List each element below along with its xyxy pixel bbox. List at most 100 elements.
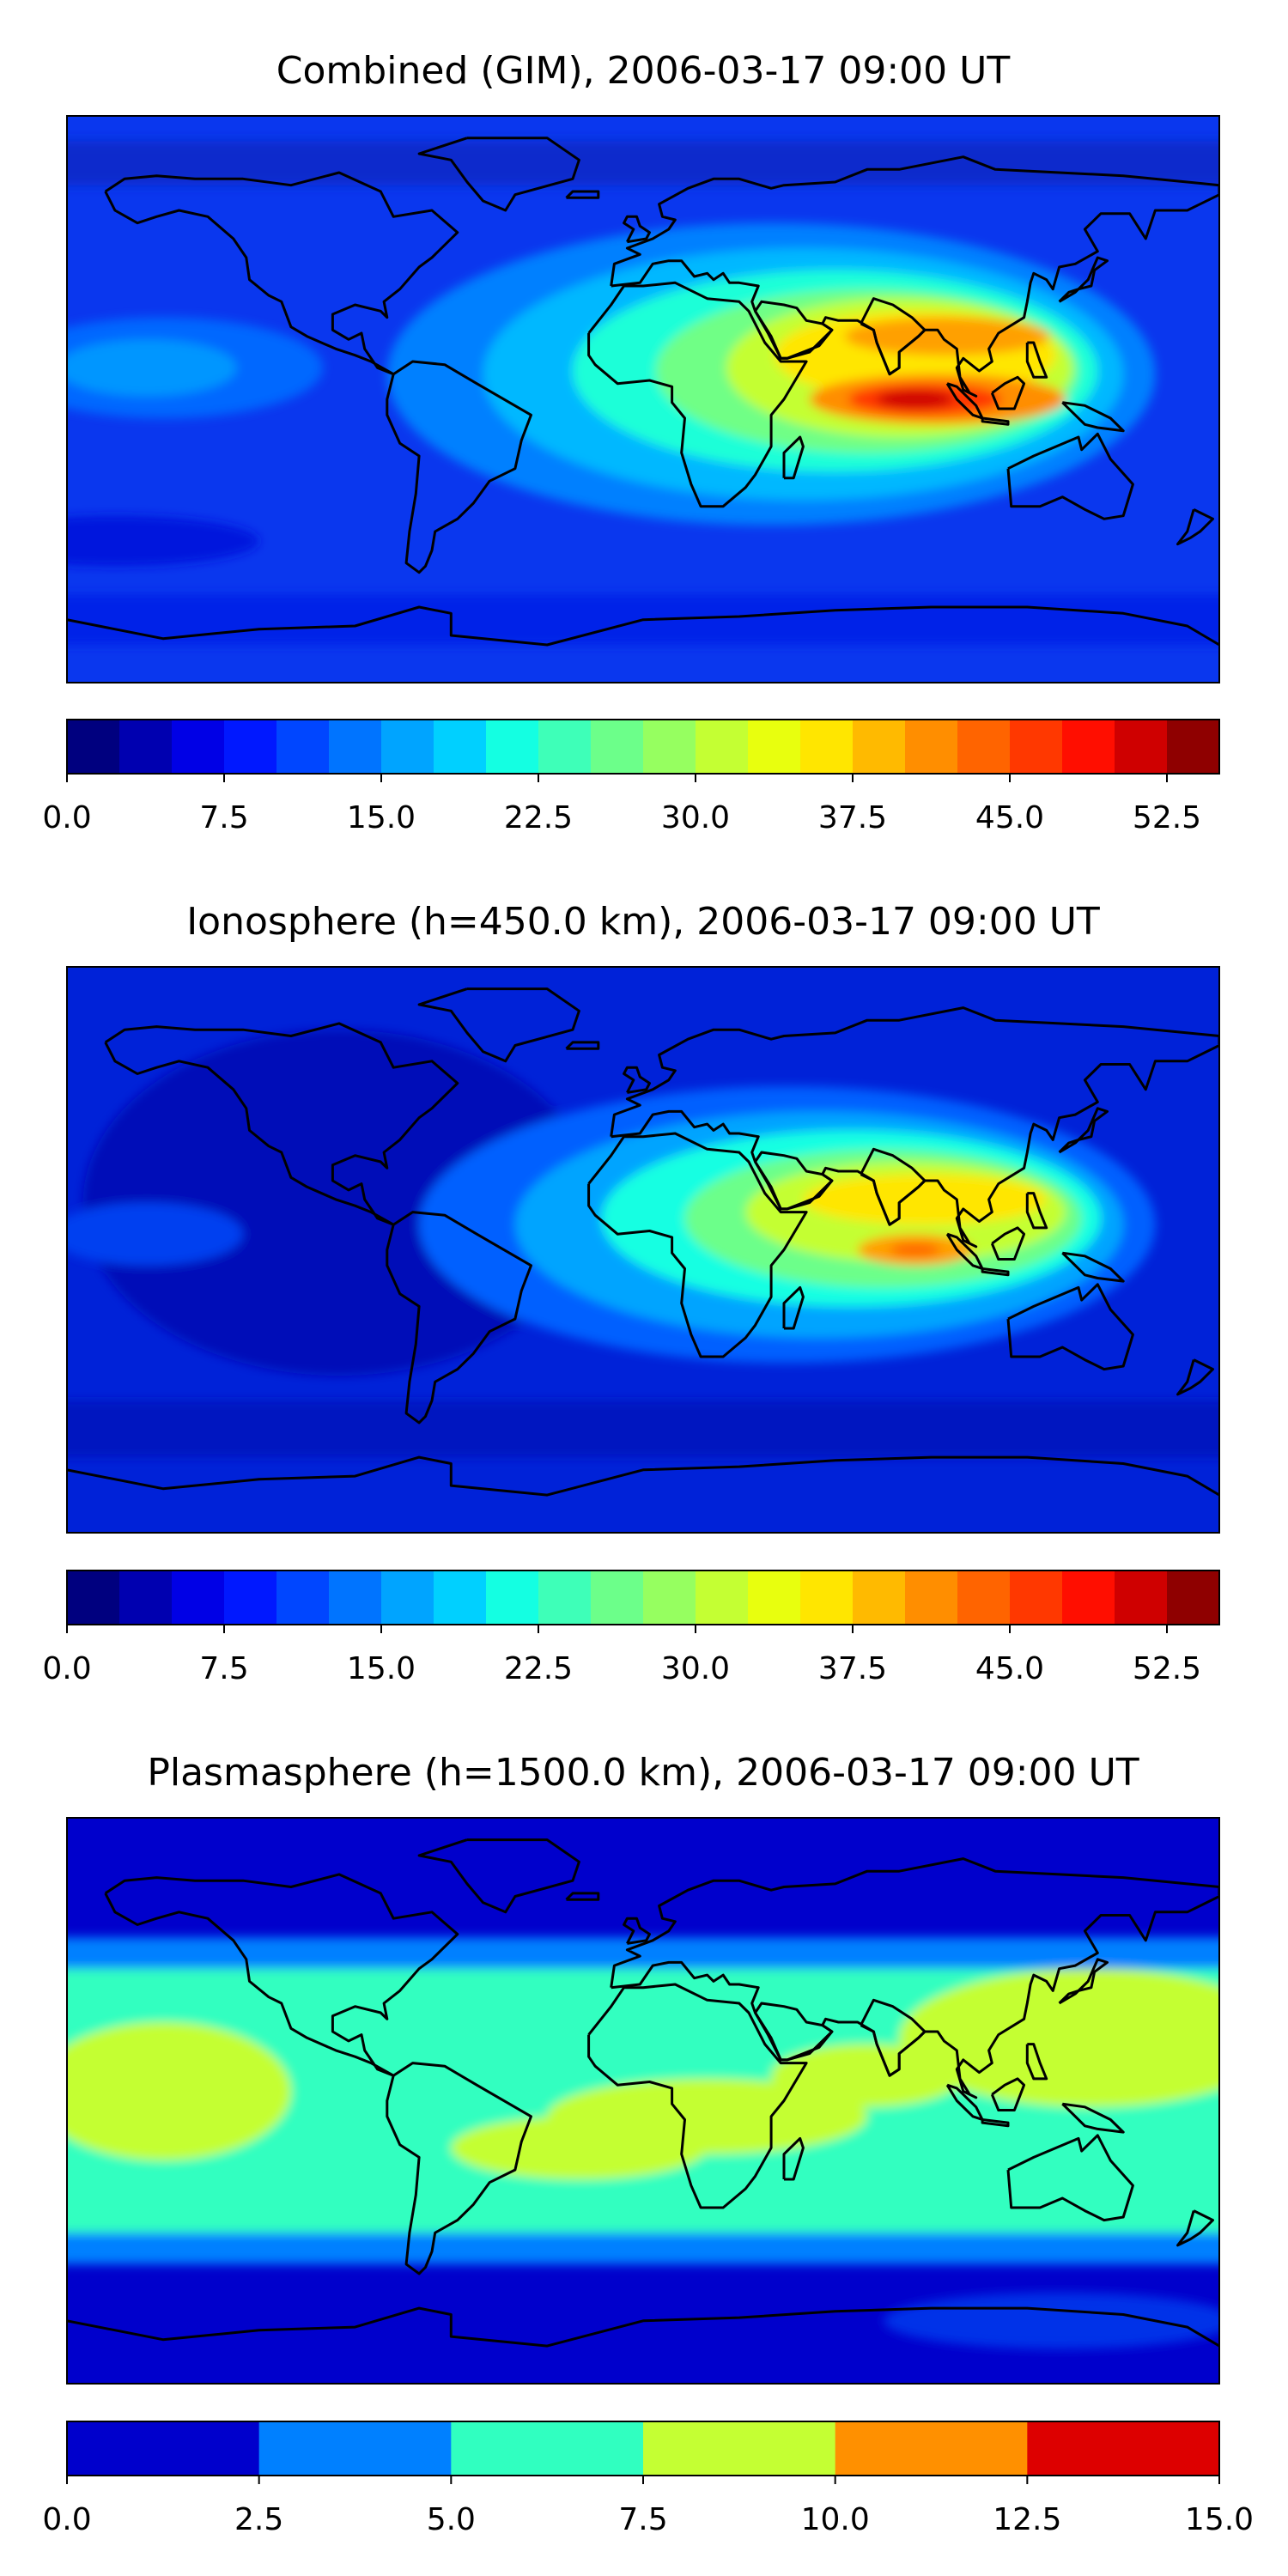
colorbar-segment xyxy=(172,720,225,774)
coastline-south-america xyxy=(386,2062,532,2275)
field-blob xyxy=(67,1202,243,1266)
panel-title: Combined (GIM), 2006-03-17 09:00 UT xyxy=(276,49,1011,93)
colorbar-segment xyxy=(67,1571,120,1625)
coastline-antarctica xyxy=(67,605,1219,647)
colorbar-segment xyxy=(1010,720,1063,774)
colorbar-tick-label: 37.5 xyxy=(818,1651,887,1686)
colorbar-segment xyxy=(696,1571,749,1625)
field-blob xyxy=(883,2292,1219,2349)
coastline-madagascar xyxy=(782,435,805,480)
map-area xyxy=(67,1818,1219,2384)
field-blob xyxy=(844,317,1050,355)
coastline-india xyxy=(860,1147,927,1226)
coastline-iceland xyxy=(565,1892,600,1901)
colorbar-tick-label: 15.0 xyxy=(347,800,416,835)
colorbar-tick-label: 0.0 xyxy=(42,800,91,835)
coastline-africa xyxy=(587,281,808,508)
colorbar-tick-label: 45.0 xyxy=(975,800,1044,835)
coastline-new-guinea xyxy=(1061,1251,1125,1283)
colorbar-segment xyxy=(748,720,801,774)
colorbar-segment xyxy=(119,1571,173,1625)
colorbar-segment xyxy=(434,1571,487,1625)
colorbar-segment xyxy=(643,1571,696,1625)
colorbar: 0.0 7.5 15.0 22.5 30.0 37.5 45.0 52.5 xyxy=(42,719,1220,835)
coastline-antarctica xyxy=(67,1455,1219,1497)
panel-title: Ionosphere (h=450.0 km), 2006-03-17 09:0… xyxy=(186,900,1100,944)
colorbar-segment xyxy=(748,1571,801,1625)
coastline-great-britain xyxy=(623,215,651,244)
coastline-java xyxy=(981,2118,1010,2128)
colorbar-tick-label: 37.5 xyxy=(818,800,887,835)
panel-ionosphere: Ionosphere (h=450.0 km), 2006-03-17 09:0… xyxy=(42,900,1220,1686)
map-frame xyxy=(66,1817,1220,2385)
colorbar-segment xyxy=(329,1571,382,1625)
panel-combined: Combined (GIM), 2006-03-17 09:00 UT 0.0 7.… xyxy=(42,49,1220,835)
colorbar-tick-label: 15.0 xyxy=(1185,2502,1254,2537)
coastline-australia xyxy=(1006,432,1134,520)
colorbar: 0.0 7.5 15.0 22.5 30.0 37.5 45.0 52.5 xyxy=(42,1570,1220,1686)
colorbar-segment xyxy=(1010,1571,1063,1625)
colorbar-tick-label: 10.0 xyxy=(801,2502,870,2537)
colorbar-segment xyxy=(276,720,330,774)
coastline-japan xyxy=(1058,256,1109,303)
field-blob xyxy=(803,1174,1047,1225)
coastline-madagascar xyxy=(782,2136,805,2181)
colorbar-segment xyxy=(905,720,958,774)
coastline-greenland xyxy=(417,1838,580,1914)
coastline-new-guinea xyxy=(1061,2102,1125,2134)
coastline-africa xyxy=(587,1132,808,1358)
colorbar-frame xyxy=(66,1570,1220,1625)
colorbar-segment xyxy=(800,1571,854,1625)
coastline-australia xyxy=(1006,2134,1134,2222)
field-blob xyxy=(67,339,237,397)
coastline-iceland xyxy=(565,190,600,199)
coastline-great-britain xyxy=(623,1066,651,1094)
colorbar-segment xyxy=(1115,1571,1168,1625)
coastline-india xyxy=(860,1998,927,2077)
colorbar-segment xyxy=(1167,720,1220,774)
colorbar-segment xyxy=(67,2421,260,2476)
colorbar-segment xyxy=(451,2421,644,2476)
colorbar-segment xyxy=(381,720,434,774)
colorbar-tick-label: 0.0 xyxy=(42,2502,91,2537)
colorbar-tick-label: 7.5 xyxy=(199,1651,248,1686)
colorbar-segment xyxy=(853,1571,906,1625)
coastline-australia xyxy=(1006,1283,1134,1371)
coastline-antarctica xyxy=(67,2306,1219,2348)
coastline-south-america xyxy=(386,1211,532,1425)
map-area xyxy=(67,116,1219,683)
coastline-north-america xyxy=(104,1022,459,1226)
coastlines xyxy=(67,987,1219,1497)
coastline-new-zealand xyxy=(1176,2209,1214,2247)
colorbar-segment xyxy=(1027,2421,1220,2476)
coastline-java xyxy=(981,416,1010,426)
colorbar-segment xyxy=(835,2421,1028,2476)
colorbar: 0.0 2.5 5.0 7.5 10.0 12.5 15.0 xyxy=(42,2421,1254,2537)
colorbar-tick-label: 0.0 xyxy=(42,1651,91,1686)
colorbar-segment xyxy=(696,720,749,774)
field-blob xyxy=(67,515,259,567)
coastline-philippines xyxy=(1025,2043,1048,2081)
coastlines xyxy=(67,137,1219,647)
coastline-greenland xyxy=(417,987,580,1063)
colorbar-tick-label: 12.5 xyxy=(993,2502,1061,2537)
coastline-borneo xyxy=(990,2077,1026,2111)
map-frame xyxy=(66,966,1220,1534)
colorbar-tick-label: 7.5 xyxy=(618,2502,667,2537)
colorbar-segment xyxy=(800,720,854,774)
field-blob xyxy=(890,1243,941,1256)
colorbar-segment xyxy=(643,720,696,774)
colorbar-tick-label: 7.5 xyxy=(199,800,248,835)
colorbar-segment xyxy=(538,720,592,774)
field-contours xyxy=(67,141,1219,645)
colorbar-frame xyxy=(66,719,1220,775)
colorbar-segment xyxy=(591,1571,644,1625)
coastline-japan xyxy=(1058,1107,1109,1154)
colorbar-segment xyxy=(224,1571,277,1625)
field-blob xyxy=(899,1968,1219,2107)
coastline-philippines xyxy=(1025,341,1048,379)
coastline-africa xyxy=(587,1983,808,2209)
colorbar-segment xyxy=(853,720,906,774)
colorbar-segment xyxy=(486,1571,539,1625)
colorbar-segment xyxy=(905,1571,958,1625)
